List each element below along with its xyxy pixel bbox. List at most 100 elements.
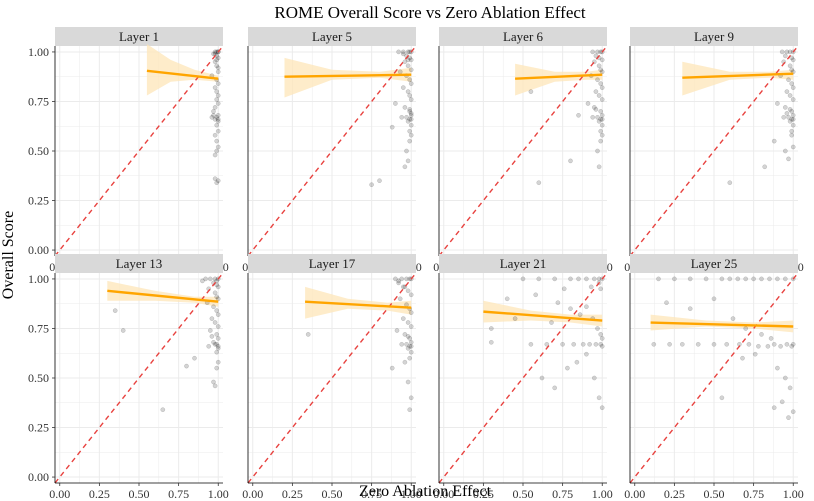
data-point: [588, 284, 594, 290]
data-point: [789, 109, 795, 114]
data-point: [214, 115, 219, 120]
data-point: [771, 138, 777, 144]
data-point: [680, 341, 685, 347]
data-point: [214, 365, 219, 371]
data-point: [209, 334, 215, 339]
data-point: [724, 341, 730, 347]
data-point: [740, 355, 745, 361]
data-point: [393, 101, 398, 106]
strip-label: Layer 17: [309, 256, 356, 271]
data-point: [599, 336, 605, 341]
data-point: [399, 276, 405, 282]
data-point: [400, 316, 406, 321]
data-point: [743, 276, 749, 282]
data-point: [397, 69, 403, 75]
data-point: [596, 276, 602, 282]
data-point: [590, 49, 596, 55]
data-point: [408, 395, 414, 401]
data-point: [789, 343, 795, 349]
data-point: [784, 341, 790, 347]
data-point: [585, 101, 591, 106]
data-point: [789, 67, 795, 73]
data-point: [571, 341, 577, 347]
data-point: [214, 308, 219, 313]
data-point: [396, 49, 401, 55]
data-point: [400, 85, 406, 90]
x-tick-label: 0.25: [282, 487, 303, 501]
y-tick-label: 0.50: [28, 144, 49, 158]
confidence-band: [146, 44, 219, 96]
x-tick-label: 0.25: [473, 487, 494, 501]
data-point: [599, 117, 605, 122]
data-point: [784, 89, 790, 94]
data-point: [596, 395, 602, 401]
data-point: [407, 407, 413, 413]
data-point: [160, 407, 166, 413]
fit-line: [515, 73, 603, 80]
data-point: [215, 69, 221, 75]
data-point: [214, 57, 219, 63]
data-point: [595, 326, 600, 331]
confidence-band: [107, 280, 219, 307]
fit-line: [650, 321, 794, 328]
data-point: [407, 343, 413, 349]
data-point: [727, 180, 733, 185]
strip-label: Layer 6: [503, 29, 544, 44]
data-point: [598, 81, 604, 86]
data-point: [407, 55, 413, 61]
data-point: [752, 351, 758, 357]
data-point: [577, 312, 583, 317]
strip-background: [630, 27, 798, 46]
y-tick-label: 0.00: [28, 470, 49, 484]
data-point: [592, 375, 597, 381]
data-point: [552, 385, 558, 391]
y-tick-label: 0.25: [28, 421, 49, 435]
x-tick-label: 0.50: [129, 487, 150, 501]
data-point: [212, 117, 218, 122]
data-point: [598, 341, 604, 347]
x-tick-label: 1.00: [401, 487, 422, 501]
data-point: [576, 276, 581, 282]
data-point: [598, 286, 604, 292]
data-point: [787, 63, 793, 69]
data-point: [405, 119, 411, 124]
data-point: [215, 113, 221, 118]
data-point: [394, 328, 400, 333]
data-point: [405, 49, 411, 55]
data-point: [790, 97, 796, 102]
data-point: [703, 276, 709, 282]
x-tick-label: 0.25: [89, 487, 110, 501]
data-point: [599, 122, 605, 128]
data-point: [789, 117, 795, 122]
data-point: [790, 122, 796, 128]
strip-background: [55, 254, 223, 273]
x-tick-label: 0.25: [664, 487, 685, 501]
x-tick-label: 0.75: [552, 487, 573, 501]
data-point: [784, 111, 790, 116]
data-point: [599, 113, 605, 118]
data-point: [397, 296, 403, 302]
data-point: [408, 339, 414, 345]
strip-background: [248, 27, 416, 46]
y-tick-label: 0.25: [28, 194, 49, 208]
data-point: [214, 122, 219, 128]
data-point: [587, 341, 592, 347]
data-point: [214, 63, 219, 69]
strip-label: Layer 9: [694, 29, 734, 44]
x-tick-label: 0.00: [624, 487, 645, 501]
data-point: [759, 332, 764, 337]
data-point: [565, 365, 570, 371]
data-point: [783, 375, 788, 381]
data-point: [790, 117, 796, 122]
fit-line: [146, 69, 219, 80]
strip-label: Layer 1: [119, 29, 159, 44]
data-point: [215, 324, 221, 329]
data-point: [396, 278, 401, 284]
data-point: [215, 336, 221, 341]
data-point: [211, 113, 216, 118]
data-point: [215, 117, 221, 122]
data-point: [598, 117, 604, 122]
data-point: [672, 276, 677, 282]
data-point: [584, 276, 589, 282]
data-point: [405, 158, 411, 164]
